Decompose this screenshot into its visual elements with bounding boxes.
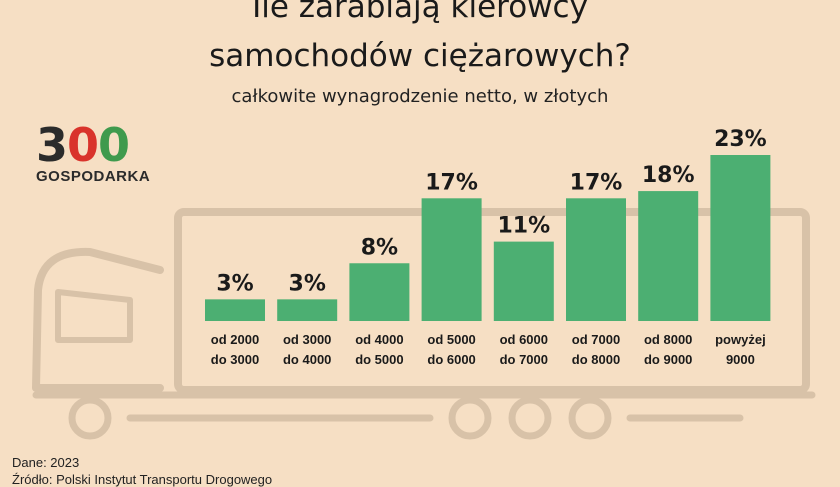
bars-layer: 3% od 2000 do 3000 3% od 3000 do 4000 8% od 400… bbox=[205, 127, 771, 367]
logo-digit-0-green: 0 bbox=[98, 118, 130, 172]
bar-value-label-7: 18% bbox=[642, 163, 695, 188]
bar-8 bbox=[710, 155, 771, 321]
truck-wheel-rear-3 bbox=[568, 396, 612, 440]
logo-digits: 300 bbox=[36, 122, 150, 168]
category-label-5-line-2: do 7000 bbox=[500, 352, 548, 367]
category-label-7-line-2: do 9000 bbox=[644, 352, 692, 367]
bar-value-label-3: 8% bbox=[361, 235, 398, 260]
bar-3 bbox=[349, 263, 410, 321]
category-label-6-line-2: do 8000 bbox=[572, 352, 620, 367]
logo-digit-3: 3 bbox=[36, 118, 68, 172]
truck-cab-window bbox=[55, 289, 133, 343]
bar-value-label-2: 3% bbox=[289, 271, 326, 296]
chart-title-line-2: samochodów ciężarowych? bbox=[209, 38, 631, 74]
bar-2 bbox=[277, 299, 338, 321]
bar-value-label-8: 23% bbox=[714, 127, 767, 152]
category-label-4-line-1: od 5000 bbox=[427, 332, 475, 347]
bar-value-label-5: 11% bbox=[497, 214, 550, 239]
logo-digit-0-red: 0 bbox=[67, 118, 99, 172]
category-label-1-line-2: do 3000 bbox=[211, 352, 259, 367]
bar-1 bbox=[205, 299, 265, 321]
category-label-4-line-2: do 6000 bbox=[427, 352, 475, 367]
chart-title-line-1: Ile zarabiają kierowcy bbox=[252, 0, 588, 25]
category-label-8-line-1: powyżej bbox=[715, 332, 766, 347]
truck-wheel-rear-2 bbox=[508, 396, 552, 440]
logo-300-gospodarka: 300 GOSPODARKA bbox=[36, 122, 150, 185]
category-label-7-line-1: od 8000 bbox=[644, 332, 692, 347]
bar-4 bbox=[421, 198, 482, 321]
bar-value-label-6: 17% bbox=[570, 170, 623, 195]
bar-5 bbox=[493, 241, 554, 321]
bar-7 bbox=[638, 191, 699, 321]
bar-value-label-4: 17% bbox=[425, 170, 478, 195]
category-label-6-line-1: od 7000 bbox=[572, 332, 620, 347]
truck-wheel-rear-1 bbox=[448, 396, 492, 440]
bar-value-label-1: 3% bbox=[216, 271, 253, 296]
truck-cab-outline bbox=[32, 247, 164, 392]
category-label-3-line-2: do 5000 bbox=[355, 352, 403, 367]
category-label-2-line-2: do 4000 bbox=[283, 352, 331, 367]
category-label-2-line-1: od 3000 bbox=[283, 332, 331, 347]
category-label-5-line-1: od 6000 bbox=[500, 332, 548, 347]
category-label-8-line-2: 9000 bbox=[726, 352, 755, 367]
chart-subtitle: całkowite wynagrodzenie netto, w złotych bbox=[231, 86, 609, 107]
category-label-1-line-1: od 2000 bbox=[211, 332, 259, 347]
footer-data-year: Dane: 2023 bbox=[12, 455, 80, 470]
category-label-3-line-1: od 4000 bbox=[355, 332, 403, 347]
truck-illustration bbox=[32, 208, 816, 440]
logo-text: GOSPODARKA bbox=[36, 168, 151, 185]
bar-6 bbox=[566, 198, 626, 321]
truck-trailer-outline bbox=[174, 208, 810, 394]
truck-wheel-front bbox=[68, 396, 112, 440]
